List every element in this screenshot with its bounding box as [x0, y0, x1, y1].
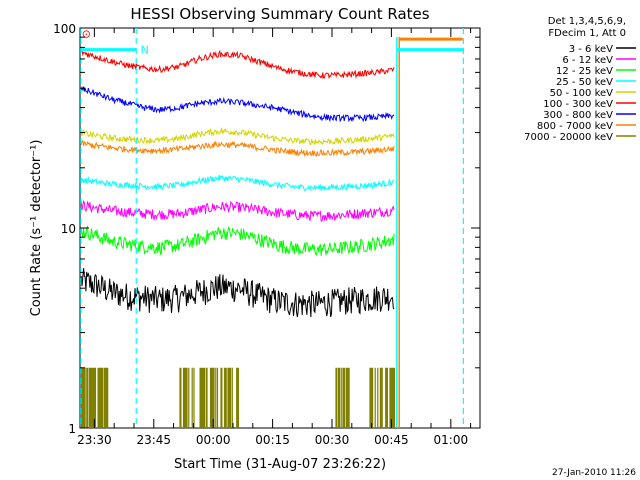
plot-area: N⊙ [79, 27, 481, 429]
series-line-0 [80, 268, 395, 318]
flag-label-0: N [141, 44, 149, 57]
legend-label-4: 50 - 100 keV [550, 88, 614, 99]
y-tick-label: 10 [61, 222, 76, 236]
series-line-4 [80, 126, 395, 146]
x-tick-label: 23:45 [136, 433, 171, 447]
series-line-5 [81, 49, 395, 80]
series-line-7 [80, 139, 395, 158]
y-tick-label: 1 [68, 422, 76, 436]
x-axis: 23:30 23:45 00:00 00:15 00:30 00:45 01:00 [77, 28, 472, 447]
x-tick-label: 00:00 [196, 433, 231, 447]
legend: Det 1,3,4,5,6,9,FDecim 1, Att 0 3 - 6 keV… [524, 16, 636, 143]
y-tick-label: 100 [53, 22, 76, 36]
y-axis-label: Count Rate (s⁻¹ detector⁻¹) [29, 140, 44, 317]
series-line-1 [80, 199, 395, 222]
legend-label-7: 800 - 7000 keV [537, 121, 613, 132]
legend-label-3: 25 - 50 keV [556, 77, 613, 88]
series-line-8 [81, 367, 395, 428]
x-tick-label: 23:30 [77, 433, 112, 447]
series-line-2 [80, 225, 395, 256]
legend-label-1: 6 - 12 keV [562, 55, 613, 66]
marker-symbol: ⊙ [82, 27, 91, 40]
legend-label-2: 12 - 25 keV [556, 66, 613, 77]
legend-label-8: 7000 - 20000 keV [524, 132, 613, 143]
legend-label-6: 300 - 800 keV [543, 110, 613, 121]
legend-label-0: 3 - 6 keV [569, 44, 613, 55]
series-line-3 [80, 174, 395, 191]
footer-timestamp: 27-Jan-2010 11:26 [552, 468, 636, 478]
legend-label-5: 100 - 300 keV [543, 99, 613, 110]
x-axis-label: Start Time (31-Aug-07 23:26:22) [174, 457, 386, 472]
x-tick-label: 00:45 [374, 433, 409, 447]
legend-header-line: Det 1,3,4,5,6,9, [548, 16, 626, 27]
legend-header-line: FDecim 1, Att 0 [548, 28, 626, 39]
y-axis: 1 10 100 [53, 22, 480, 436]
series-line-6 [80, 86, 395, 123]
x-tick-label: 01:00 [434, 433, 469, 447]
chart-title: HESSI Observing Summary Count Rates [130, 5, 429, 23]
plot-frame [79, 27, 481, 429]
x-tick-label: 00:15 [255, 433, 290, 447]
x-tick-label: 00:30 [315, 433, 350, 447]
